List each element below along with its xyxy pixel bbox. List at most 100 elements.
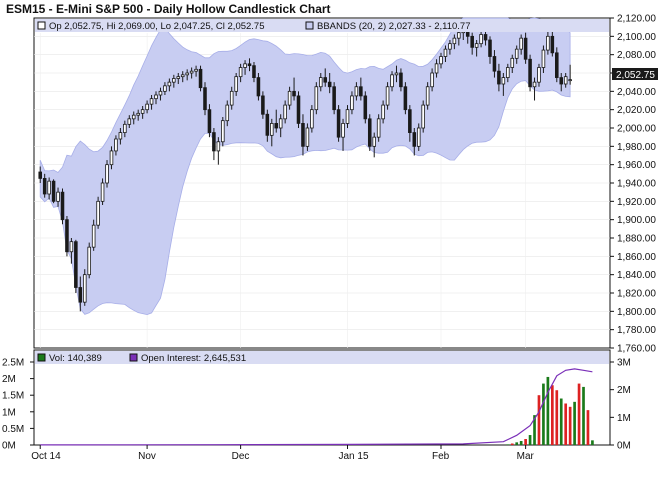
candle <box>145 100 149 114</box>
candle-body-filled <box>403 86 408 111</box>
price-tick-label: 2,040.00 <box>617 87 656 98</box>
candle-body-filled <box>212 132 216 152</box>
candle-body-hollow <box>96 200 100 226</box>
candle <box>87 242 91 279</box>
price-tick-label: 1,980.00 <box>617 142 656 153</box>
candle-body-hollow <box>100 182 105 202</box>
candle <box>394 65 399 83</box>
volume-legend-swatch <box>37 353 46 362</box>
candle-body-hollow <box>163 85 167 92</box>
candle-body-hollow <box>439 56 443 65</box>
candle <box>212 128 216 161</box>
candle-body-hollow <box>149 98 154 105</box>
candle <box>448 40 452 55</box>
candle-body-hollow <box>434 63 439 74</box>
candle <box>363 91 368 124</box>
bbands-legend: BBANDS (20, 2) 2,027.33 - 2,110.77 <box>317 21 471 32</box>
candle <box>172 74 176 88</box>
volume-tick-label: 2.5M <box>2 358 24 369</box>
candle-body-filled <box>550 35 555 54</box>
candle <box>443 45 448 62</box>
price-tick-label: 1,820.00 <box>617 289 656 300</box>
candle <box>131 111 136 125</box>
candle-body-hollow <box>510 57 515 68</box>
x-tick-label: Dec <box>232 451 250 462</box>
candle-body-hollow <box>91 224 96 248</box>
candle <box>354 82 359 101</box>
candle-body-hollow <box>341 123 345 138</box>
candle-body-hollow <box>167 81 172 87</box>
volume-bar <box>528 435 532 445</box>
price-tick-label: 1,900.00 <box>617 215 656 226</box>
candle-body-hollow <box>514 48 519 59</box>
candle <box>506 63 510 83</box>
candle-body-hollow <box>430 72 434 88</box>
candle-body-hollow <box>109 150 114 166</box>
volume-tick-label: 2M <box>2 374 16 385</box>
candle-body-hollow <box>278 118 283 129</box>
candle <box>176 73 181 84</box>
candle <box>434 59 439 78</box>
candle-body-hollow <box>394 72 399 76</box>
candle <box>56 187 60 207</box>
candle-body-hollow <box>69 241 74 253</box>
volume-bar <box>506 444 510 445</box>
candle <box>408 105 412 142</box>
candle-body-hollow <box>283 104 287 120</box>
candle <box>221 117 225 147</box>
candle <box>390 71 394 92</box>
candle <box>541 45 546 73</box>
candle <box>439 52 443 69</box>
candle-body-hollow <box>372 136 376 147</box>
candle-body-filled <box>60 191 65 221</box>
candle <box>105 160 109 188</box>
candle-body-hollow <box>154 94 158 100</box>
volume-bar <box>559 398 563 445</box>
candle-body-hollow <box>172 78 176 83</box>
candle <box>310 105 314 133</box>
candle <box>180 71 185 83</box>
candle <box>474 40 479 57</box>
candle <box>555 47 559 83</box>
candle <box>318 73 323 92</box>
volume-legend: Vol: 140,389 <box>49 353 102 364</box>
candle <box>247 58 252 72</box>
oi-tick-label: 2M <box>617 385 631 396</box>
candle-body-filled <box>336 109 341 138</box>
candle <box>385 82 390 110</box>
candle-body-filled <box>559 77 564 85</box>
candle <box>78 276 83 312</box>
bbands-legend-swatch <box>305 21 314 30</box>
candle-body-filled <box>470 35 474 48</box>
candle-body-filled <box>203 87 207 111</box>
candle-body-hollow <box>443 48 448 57</box>
candle-body-filled <box>488 39 492 57</box>
candle-body-filled <box>327 81 332 88</box>
candle <box>403 82 408 115</box>
candle <box>497 63 501 92</box>
candle-body-hollow <box>229 90 234 106</box>
candle-body-hollow <box>243 63 247 68</box>
volume-tick-label: 0.5M <box>2 424 24 435</box>
volume-bar <box>564 403 568 445</box>
volume-tick-label: 1M <box>2 407 16 418</box>
candle <box>65 216 69 257</box>
candle <box>421 100 425 133</box>
candle-body-filled <box>256 77 261 97</box>
candle <box>305 123 310 151</box>
candle-body-hollow <box>501 77 506 85</box>
candle <box>100 178 105 205</box>
candle-body-hollow <box>452 37 457 45</box>
candle <box>519 34 523 55</box>
candle-body-hollow <box>176 76 181 79</box>
candle <box>149 95 154 110</box>
candles <box>38 25 572 312</box>
candle-body-hollow <box>479 34 483 45</box>
candle-body-hollow <box>381 104 385 120</box>
candle <box>118 128 123 145</box>
candle-body-hollow <box>506 67 510 78</box>
price-tick-label: 1,960.00 <box>617 160 656 171</box>
candle-body-hollow <box>140 109 145 114</box>
candle-body-hollow <box>425 86 430 106</box>
